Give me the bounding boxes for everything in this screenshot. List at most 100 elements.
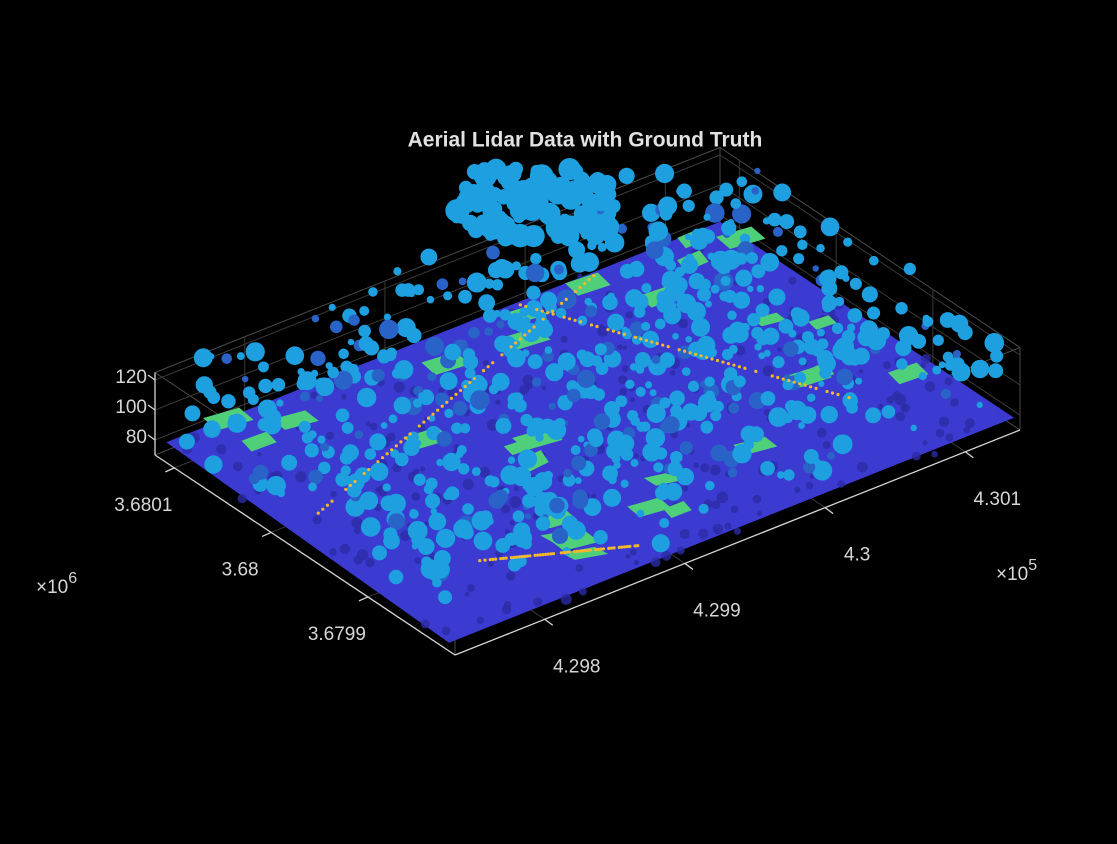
ground-speckle (351, 517, 363, 529)
box-edge (154, 147, 721, 373)
tree-point (514, 320, 526, 332)
tree-point (751, 326, 764, 340)
tree-point (403, 439, 420, 456)
pole-point (612, 546, 616, 550)
tree-point (473, 531, 493, 551)
ground-speckle (365, 421, 371, 427)
ground-speckle (578, 587, 587, 596)
pole-point (472, 376, 476, 381)
tree-point (540, 291, 558, 309)
grid-line (719, 154, 1021, 356)
pole-point (617, 545, 621, 549)
tree-point (347, 338, 355, 346)
pole-point (564, 297, 568, 301)
tree-point (940, 388, 951, 400)
tree-point (412, 398, 423, 408)
tree-point (328, 303, 336, 311)
ground-speckle (950, 397, 959, 407)
tree-point (723, 367, 738, 381)
tree-point (788, 329, 797, 338)
tree-point (531, 377, 542, 387)
tree-point (721, 249, 742, 270)
tree-point (922, 316, 934, 327)
pole-point (499, 557, 503, 561)
tree-point (578, 186, 593, 201)
ground-speckle (681, 484, 689, 492)
pole-point (488, 558, 492, 562)
tree-point (748, 426, 764, 443)
point-cloud (166, 157, 1015, 643)
tree-point (630, 416, 640, 426)
tree-point (822, 272, 833, 283)
x-tick-label: 4.3 (844, 545, 870, 566)
tree-point (571, 455, 587, 471)
tree-point (277, 489, 286, 498)
tree-point (535, 516, 551, 531)
pole-point (525, 554, 529, 558)
tree-point (593, 530, 608, 545)
tree-point (779, 214, 795, 230)
pole-point (454, 392, 458, 396)
pole-point (617, 331, 621, 335)
ground-speckle (369, 422, 378, 431)
ground-speckle (858, 368, 864, 374)
tree-point (393, 267, 402, 276)
pole-point (408, 432, 412, 436)
pole-point (385, 452, 389, 456)
pole-point (445, 400, 449, 404)
tree-point (549, 497, 565, 514)
tree-point (849, 277, 862, 290)
tree-point (684, 233, 692, 241)
tree-point (740, 322, 750, 332)
ground-speckle (735, 345, 746, 356)
ground-speckle (752, 494, 762, 504)
tree-point (984, 333, 1005, 353)
tree-point (482, 201, 500, 220)
pole-point (565, 550, 569, 554)
tree-point (867, 306, 881, 320)
pole-point (633, 544, 637, 548)
pole-point (546, 552, 550, 556)
tree-point (388, 569, 404, 585)
pole-point (592, 274, 596, 278)
pole-point (639, 337, 643, 341)
ground-speckle (963, 426, 971, 434)
tree-point (721, 348, 734, 361)
tree-point (620, 447, 634, 461)
ground-speckle (900, 403, 910, 413)
tree-point (493, 224, 505, 237)
tree-point (371, 368, 385, 382)
pole-point (501, 556, 506, 560)
pole-point (522, 554, 527, 558)
tree-point (490, 246, 498, 253)
pole-point (625, 545, 629, 549)
tree-point (836, 368, 853, 386)
tree-point (700, 229, 716, 244)
tree-point (705, 480, 715, 491)
y-tick (165, 467, 175, 473)
x-tick-label: 4.301 (974, 489, 1022, 510)
building (271, 410, 319, 430)
tree-point (308, 482, 317, 492)
tree-point (413, 473, 426, 486)
tree-point (178, 433, 195, 450)
ground-speckle (877, 403, 884, 410)
pole-point (582, 281, 587, 286)
tree-point (727, 467, 738, 478)
tree-point (521, 323, 541, 343)
tree-point (625, 379, 635, 390)
pole-point (830, 391, 835, 395)
ground-speckle (619, 387, 628, 396)
pole-point (540, 309, 544, 313)
tree-point (526, 285, 541, 300)
tree-point (636, 421, 647, 432)
tree-point (562, 473, 576, 487)
pole-point (541, 553, 545, 557)
pole-point (532, 325, 536, 329)
tree-point (390, 449, 400, 459)
tree-point (635, 386, 646, 397)
tree-point (453, 519, 473, 539)
tree-point (379, 319, 399, 340)
tree-point (990, 349, 1004, 363)
ground-speckle (519, 384, 530, 395)
